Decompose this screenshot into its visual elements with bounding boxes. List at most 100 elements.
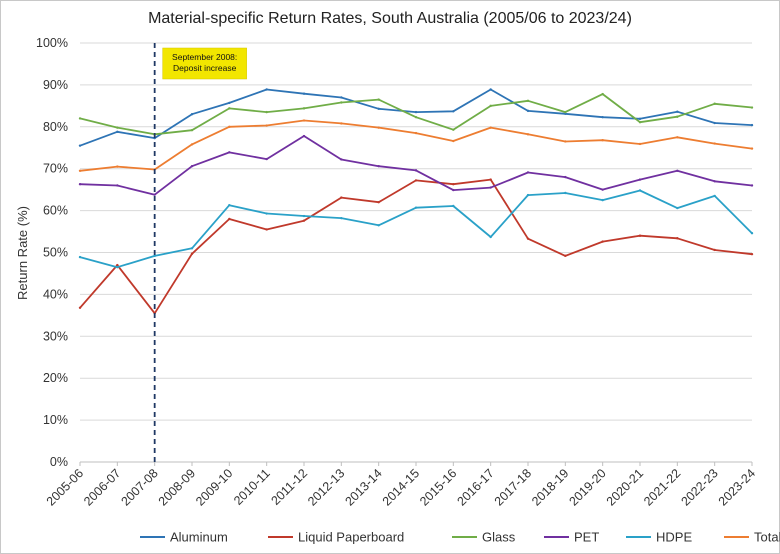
data-point-total: [78, 169, 82, 172]
data-point-pet: [414, 169, 418, 172]
x-tick-label: 2019-20: [566, 466, 608, 508]
x-tick-labels: 2005-062006-072007-082008-092009-102010-…: [44, 466, 758, 508]
data-point-glass: [116, 126, 119, 129]
y-tick-label: 0%: [50, 455, 68, 469]
data-point-hdpe: [190, 247, 194, 250]
x-tick-label: 2016-17: [454, 466, 496, 508]
data-point-aluminum: [302, 92, 306, 95]
data-point-hdpe: [638, 189, 642, 192]
data-point-total: [526, 133, 530, 136]
data-point-aluminum: [750, 123, 754, 127]
data-point-total: [377, 126, 380, 129]
x-tick-label: 2010-11: [231, 466, 273, 508]
data-point-glass: [340, 101, 343, 104]
series-line-liquid-paperboard: [79, 178, 753, 315]
data-point-liquid-paperboard: [302, 219, 306, 222]
data-point-pet: [452, 188, 455, 192]
data-point-glass: [265, 110, 268, 114]
x-tick-label: 2015-16: [417, 466, 459, 508]
data-point-liquid-paperboard: [190, 252, 194, 255]
data-point-glass: [601, 92, 604, 96]
data-point-total: [452, 139, 455, 143]
data-point-pet: [564, 175, 567, 179]
data-point-total: [190, 143, 194, 146]
data-point-pet: [750, 184, 754, 187]
data-point-liquid-paperboard: [116, 263, 119, 267]
x-tick-label: 2011-12: [268, 466, 310, 508]
data-point-hdpe: [564, 191, 567, 195]
data-point-aluminum: [340, 96, 343, 99]
data-point-hdpe: [489, 235, 492, 239]
x-tick-label: 2023-24: [716, 466, 758, 508]
data-point-liquid-paperboard: [265, 228, 268, 231]
data-point-glass: [750, 106, 754, 109]
data-point-glass: [190, 128, 194, 132]
y-tick-label: 10%: [43, 413, 68, 427]
deposit-increase-annotation: September 2008:Deposit increase: [162, 47, 247, 80]
data-point-pet: [116, 184, 119, 187]
y-tick-label: 60%: [43, 204, 68, 218]
data-point-aluminum: [190, 113, 194, 116]
data-point-hdpe: [78, 255, 82, 259]
data-point-liquid-paperboard: [713, 248, 716, 252]
data-point-pet: [190, 164, 194, 168]
data-point-aluminum: [265, 88, 268, 91]
series-line-hdpe: [79, 189, 753, 269]
series-line-pet: [79, 135, 753, 196]
data-point-aluminum: [452, 110, 455, 113]
data-point-liquid-paperboard: [526, 237, 530, 240]
data-point-aluminum: [228, 101, 231, 105]
data-point-total: [750, 147, 754, 150]
data-point-hdpe: [377, 224, 380, 227]
y-tick-label: 30%: [43, 329, 68, 343]
data-point-hdpe: [414, 206, 418, 209]
annotation-text: Deposit increase: [173, 63, 237, 73]
x-tick-label: 2018-19: [529, 466, 571, 508]
data-point-pet: [153, 193, 156, 196]
y-tick-label: 90%: [43, 78, 68, 92]
data-point-total: [489, 126, 492, 129]
data-point-liquid-paperboard: [638, 234, 642, 237]
data-point-liquid-paperboard: [601, 240, 604, 243]
legend: Aluminum Liquid Paperboard Glass PET HDPE Tot…: [140, 530, 780, 545]
data-point-aluminum: [377, 107, 380, 110]
chart-title: Material-specific Return Rates, South Au…: [148, 10, 632, 27]
data-point-glass: [564, 110, 567, 114]
x-tick-label: 2021-22: [641, 466, 683, 508]
data-point-total: [340, 122, 343, 125]
x-tick-label: 2022-23: [678, 466, 720, 508]
data-point-pet: [265, 157, 268, 161]
data-point-hdpe: [302, 214, 306, 218]
data-point-total: [638, 142, 642, 146]
data-point-total: [116, 165, 119, 168]
data-point-pet: [676, 169, 679, 172]
data-point-total: [414, 131, 418, 135]
data-point-pet: [713, 180, 716, 183]
series-lines: [78, 88, 754, 315]
legend-label: Glass: [482, 530, 516, 545]
data-point-liquid-paperboard: [676, 237, 679, 240]
data-point-glass: [78, 117, 82, 120]
data-point-pet: [228, 151, 231, 154]
data-point-liquid-paperboard: [377, 201, 380, 204]
legend-label: Aluminum: [170, 530, 228, 545]
data-point-aluminum: [676, 110, 679, 113]
data-point-liquid-paperboard: [750, 252, 754, 256]
data-point-hdpe: [340, 216, 343, 220]
x-tick-label: 2009-10: [193, 466, 235, 508]
data-point-liquid-paperboard: [452, 183, 455, 186]
x-tick-label: 2007-08: [118, 466, 160, 508]
data-point-aluminum: [489, 88, 492, 91]
data-point-hdpe: [676, 206, 679, 210]
y-tick-label: 50%: [43, 246, 68, 260]
data-point-aluminum: [526, 109, 530, 113]
legend-label: Total: [754, 530, 780, 545]
data-point-aluminum: [116, 130, 119, 134]
data-point-aluminum: [414, 110, 418, 114]
data-point-hdpe: [750, 232, 754, 235]
legend-label: HDPE: [656, 530, 692, 545]
data-point-hdpe: [452, 204, 455, 208]
data-point-pet: [78, 183, 82, 186]
data-point-liquid-paperboard: [228, 217, 231, 221]
